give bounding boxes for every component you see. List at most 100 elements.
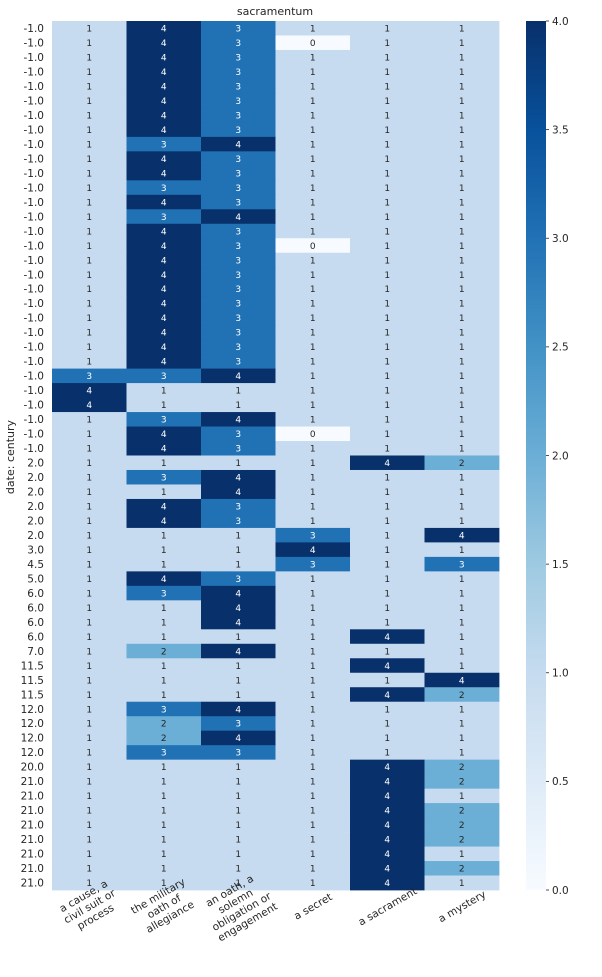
heatmap-cell [201, 383, 276, 398]
row-tick-label: -1.0 [24, 240, 45, 252]
cell-value-label: 3 [161, 184, 167, 194]
cell-value-label: 1 [235, 459, 241, 469]
cell-value-label: 1 [459, 488, 465, 498]
cell-value-label: 1 [161, 691, 167, 701]
heatmap-cell [201, 368, 276, 384]
heatmap-cell [52, 35, 127, 51]
cell-value-label: 1 [86, 242, 92, 252]
heatmap-cell [350, 325, 425, 341]
cell-value-label: 1 [459, 633, 465, 643]
heatmap-cell [201, 180, 276, 196]
cell-value-label: 1 [86, 546, 92, 556]
cell-value-label: 1 [235, 850, 241, 860]
heatmap-cell [52, 194, 127, 210]
cell-value-label: 1 [86, 749, 92, 759]
heatmap-cell [275, 267, 351, 283]
heatmap-cell [201, 614, 276, 630]
cell-value-label: 4 [161, 169, 167, 179]
cell-value-label: 1 [384, 589, 390, 599]
cell-value-label: 1 [310, 387, 316, 397]
heatmap-cell [350, 498, 425, 514]
heatmap-cell [126, 687, 202, 703]
cell-value-label: 4 [161, 502, 167, 512]
heatmap-cell [52, 354, 127, 369]
cell-value-label: 1 [86, 82, 92, 92]
heatmap-cell [52, 745, 127, 761]
cell-value-label: 1 [235, 865, 241, 875]
heatmap-cell [275, 571, 351, 587]
row-tick-label: -1.0 [24, 139, 45, 151]
chart-title: sacramentum [237, 5, 313, 18]
cell-value-label: 1 [86, 285, 92, 295]
cell-value-label: 1 [86, 430, 92, 440]
heatmap-cell [52, 600, 127, 616]
heatmap-cell [275, 64, 351, 80]
heatmap-cell [201, 64, 276, 80]
cell-value-label: 4 [384, 807, 390, 817]
heatmap-cell [126, 281, 202, 297]
heatmap-cell [275, 93, 351, 109]
column-tick-label-line: a secret [292, 891, 334, 922]
cell-value-label: 1 [310, 445, 316, 455]
colorbar-tick-label: 1.5 [552, 559, 569, 571]
cell-value-label: 1 [86, 184, 92, 194]
heatmap-cell [275, 209, 351, 225]
heatmap-cell [424, 861, 500, 876]
cell-value-label: 1 [459, 647, 465, 657]
cell-value-label: 1 [459, 589, 465, 599]
heatmap-cell [52, 455, 127, 471]
cell-value-label: 1 [86, 140, 92, 150]
cell-value-label: 4 [161, 517, 167, 527]
cell-value-label: 4 [161, 155, 167, 165]
heatmap-cell [201, 35, 276, 51]
cell-value-label: 4 [384, 633, 390, 643]
heatmap-cell [350, 238, 425, 254]
cell-value-label: 1 [161, 792, 167, 802]
heatmap-cell [126, 267, 202, 283]
cell-value-label: 2 [459, 459, 465, 469]
cell-value-label: 1 [161, 633, 167, 643]
heatmap-cell [275, 658, 351, 674]
heatmap-cell [424, 281, 500, 297]
row-tick-label: 6.0 [27, 617, 44, 629]
heatmap-cell [424, 238, 500, 254]
cell-value-label: 3 [235, 445, 241, 455]
cell-value-label: 4 [235, 705, 241, 715]
cell-value-label: 1 [384, 502, 390, 512]
cell-value-label: 3 [235, 242, 241, 252]
heatmap-cell [52, 93, 127, 109]
cell-value-label: 3 [235, 720, 241, 730]
cell-value-label: 1 [86, 271, 92, 281]
heatmap-cell [350, 441, 425, 456]
heatmap-cell [424, 774, 500, 790]
heatmap-cell [126, 629, 202, 645]
cell-value-label: 1 [86, 517, 92, 527]
heatmap-cell [201, 93, 276, 109]
heatmap-cell [275, 368, 351, 384]
heatmap-cell [275, 383, 351, 398]
row-tick-label: 21.0 [21, 863, 44, 875]
cell-value-label: 1 [86, 39, 92, 49]
cell-value-label: 1 [384, 213, 390, 223]
heatmap-cell [126, 875, 202, 891]
heatmap-cell [424, 412, 500, 427]
row-tick-label: 2.0 [27, 501, 44, 513]
heatmap-cell [126, 600, 202, 616]
row-tick-label: -1.0 [24, 226, 45, 238]
cell-value-label: 1 [310, 836, 316, 846]
heatmap-cell [424, 643, 500, 659]
row-tick-label: 21.0 [21, 791, 44, 803]
heatmap-cell [126, 701, 202, 717]
heatmap-cell [275, 759, 351, 775]
row-tick-label: 11.5 [21, 689, 44, 701]
heatmap-cell [201, 136, 276, 152]
row-tick-label: -1.0 [24, 342, 45, 354]
heatmap-cell [350, 701, 425, 717]
cell-value-label: 1 [86, 126, 92, 136]
heatmap-cell [52, 759, 127, 775]
heatmap-cell [126, 788, 202, 804]
cell-value-label: 4 [161, 97, 167, 107]
cell-value-label: 4 [86, 387, 92, 397]
cell-value-label: 1 [86, 314, 92, 324]
